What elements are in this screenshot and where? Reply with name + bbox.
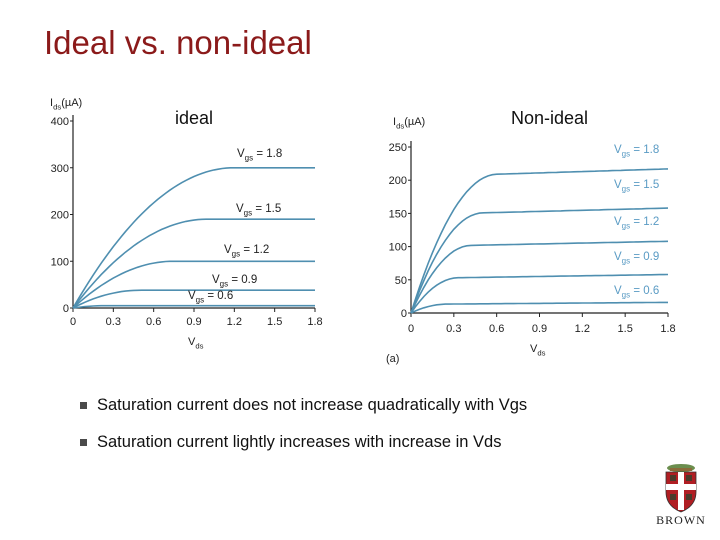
- series-line: [72, 304, 315, 309]
- y-tick-label: 50: [395, 275, 407, 287]
- series-label: Vgs = 1.5: [614, 179, 659, 193]
- series-label: Vgs = 1.8: [614, 144, 659, 158]
- y-tick-label: 200: [389, 175, 407, 187]
- x-tick-label: 1.2: [575, 323, 590, 335]
- y-tick-label: 400: [51, 116, 69, 128]
- y-tick-label: 100: [51, 256, 69, 268]
- y-axis-label: Ids(µA): [393, 116, 425, 130]
- x-tick-label: 1.5: [267, 316, 282, 328]
- bullet-square-icon: [80, 439, 87, 446]
- series-line: [72, 218, 315, 309]
- x-tick-label: 0: [408, 323, 414, 335]
- series-line: [410, 301, 668, 314]
- series-line: [410, 207, 669, 314]
- x-tick-label: 0.3: [106, 316, 121, 328]
- y-tick-label: 100: [389, 242, 407, 254]
- series-label: Vgs = 0.9: [212, 274, 257, 288]
- y-tick-label: 200: [51, 210, 69, 222]
- x-axis-label: Vds: [530, 343, 546, 357]
- x-tick-label: 0: [70, 316, 76, 328]
- y-tick-label: 0: [401, 308, 407, 320]
- series-line: [72, 260, 315, 309]
- series-label: Vgs = 1.8: [237, 148, 282, 162]
- x-tick-label: 1.8: [307, 316, 322, 328]
- x-tick-label: 0.6: [146, 316, 161, 328]
- x-tick-label: 1.8: [660, 323, 675, 335]
- bullet-text: Saturation current lightly increases wit…: [97, 433, 502, 451]
- series-label: Vgs = 0.6: [188, 290, 233, 304]
- bullet-item: Saturation current lightly increases wit…: [80, 433, 527, 452]
- y-tick-label: 150: [389, 208, 407, 220]
- y-tick-label: 300: [51, 163, 69, 175]
- series-line: [72, 289, 315, 309]
- series-line: [410, 240, 669, 314]
- bullet-item: Saturation current does not increase qua…: [80, 396, 527, 415]
- bullet-text: Saturation current does not increase qua…: [97, 396, 528, 414]
- x-tick-label: 0.9: [532, 323, 547, 335]
- brown-shield-logo-icon: [665, 464, 697, 513]
- series-label: Vgs = 1.5: [236, 203, 281, 217]
- x-tick-label: 0.3: [446, 323, 461, 335]
- nonideal-chart-title: Non-ideal: [511, 108, 589, 128]
- series-label: Vgs = 0.9: [614, 251, 659, 265]
- brown-logo-text: BROWN: [656, 513, 706, 527]
- x-axis-label: Vds: [188, 336, 204, 350]
- chart-caption: (a): [386, 353, 399, 365]
- ideal-chart-title: ideal: [175, 108, 214, 128]
- y-axis-label: Ids(µA): [50, 97, 82, 111]
- y-tick-label: 250: [389, 142, 407, 154]
- x-tick-label: 0.6: [489, 323, 504, 335]
- slide-title: Ideal vs. non-ideal: [44, 24, 312, 61]
- series-line: [410, 273, 669, 314]
- series-label: Vgs = 0.6: [614, 285, 659, 299]
- series-line: [410, 168, 669, 314]
- series-label: Vgs = 1.2: [614, 216, 659, 230]
- x-tick-label: 1.5: [618, 323, 633, 335]
- y-tick-label: 0: [63, 303, 69, 315]
- series-line: [72, 167, 315, 309]
- series-label: Vgs = 1.2: [224, 244, 269, 258]
- bullet-list: Saturation current does not increase qua…: [80, 396, 527, 470]
- x-tick-label: 1.2: [227, 316, 242, 328]
- x-tick-label: 0.9: [186, 316, 201, 328]
- bullet-square-icon: [80, 402, 87, 409]
